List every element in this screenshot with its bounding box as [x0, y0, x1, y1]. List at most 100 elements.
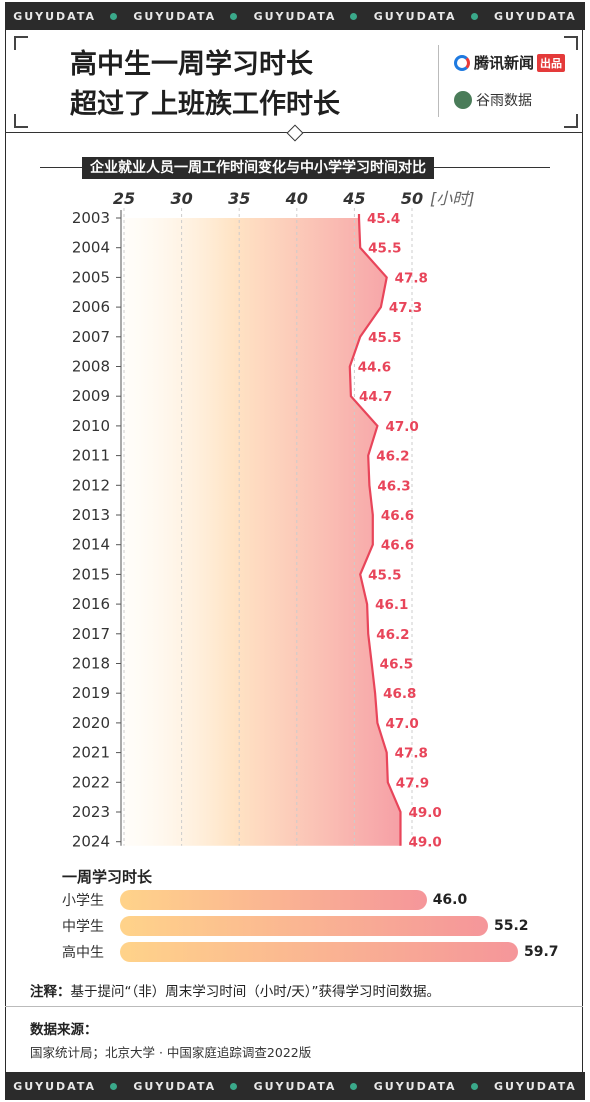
tencent-news-brand: 腾讯新闻 出品 — [454, 52, 566, 73]
year-label: 2003 — [72, 209, 110, 227]
footnote-label: 注释： — [30, 984, 71, 1000]
corner-mark — [14, 114, 28, 128]
tencent-news-icon — [454, 54, 470, 71]
value-label: 47.9 — [396, 775, 429, 791]
x-tick-label: 35 — [228, 189, 250, 208]
year-label: 2013 — [72, 506, 110, 524]
strip-text: GUYUDATA — [13, 1079, 96, 1093]
strip-text: GUYUDATA — [373, 1079, 457, 1093]
tencent-news-text: 腾讯新闻 — [474, 54, 535, 72]
value-label: 49.0 — [408, 805, 441, 821]
x-tick-label: 45 — [342, 189, 365, 208]
year-label: 2006 — [72, 298, 110, 316]
x-tick-label: 30 — [170, 189, 192, 208]
value-label: 46.2 — [376, 627, 409, 643]
strip-text: GUYUDATA — [133, 9, 217, 23]
value-label: 47.8 — [395, 270, 428, 286]
year-label: 2023 — [72, 803, 110, 821]
year-label: 2017 — [72, 625, 110, 643]
value-label: 45.4 — [367, 211, 400, 227]
corner-mark — [14, 36, 28, 50]
year-label: 2021 — [72, 744, 110, 762]
year-label: 2015 — [72, 565, 110, 583]
corner-mark — [564, 36, 578, 50]
study-bar — [120, 916, 488, 936]
study-bar-row: 小学生 46.0 — [62, 889, 467, 911]
value-label: 47.0 — [385, 716, 418, 732]
study-bar-label: 小学生 — [62, 893, 104, 909]
strip-dot — [230, 1082, 238, 1090]
value-label: 44.7 — [359, 389, 392, 405]
strip-text: GUYUDATA — [13, 9, 96, 23]
year-label: 2022 — [72, 773, 110, 791]
footnote-text: 基于提问“（非）周末学习时间（小时/天）”获得学习时间数据。 — [70, 984, 441, 1000]
strip-text: GUYUDATA — [493, 9, 577, 23]
work-hours-line — [348, 214, 402, 846]
tencent-news-tag: 出品 — [537, 53, 566, 72]
value-label: 45.5 — [368, 567, 401, 583]
strip-dot — [350, 1082, 358, 1090]
value-label: 44.6 — [358, 360, 391, 376]
strip-text: GUYUDATA — [373, 9, 457, 23]
strip-text: GUYUDATA — [133, 1079, 217, 1093]
value-label: 46.8 — [383, 686, 416, 702]
corner-mark — [564, 114, 578, 128]
year-label: 2019 — [72, 684, 110, 702]
strip-dot — [110, 12, 117, 20]
year-label: 2020 — [72, 714, 110, 732]
title-line-1: 高中生一周学习时长 — [70, 49, 313, 80]
value-label: 46.1 — [375, 597, 408, 613]
year-label: 2010 — [72, 417, 110, 435]
x-tick-label: 25 — [113, 189, 135, 208]
year-label: 2004 — [72, 239, 110, 257]
strip-dot — [230, 12, 238, 20]
footer-divider — [5, 1006, 583, 1007]
study-bar-label: 高中生 — [62, 945, 104, 961]
strip-dot — [470, 1082, 478, 1090]
strip-dot — [110, 1082, 117, 1090]
work-hours-chart: 25 30 35 40 45 50 [小时] 2003 45.4 2004 45.5 2005 47.8… — [72, 189, 475, 851]
year-label: 2007 — [72, 328, 110, 346]
x-unit-label: [小时] — [430, 189, 475, 208]
study-bar-row: 中学生 55.2 — [62, 915, 529, 937]
strip-dot — [470, 12, 478, 20]
x-tick-label: 50 — [401, 189, 423, 208]
source-title: 数据来源： — [30, 1022, 98, 1038]
value-label: 46.6 — [381, 508, 414, 524]
footnote: 注释：基于提问“（非）周末学习时间（小时/天）”获得学习时间数据。 — [30, 980, 440, 1000]
year-label: 2014 — [72, 536, 110, 554]
study-bar — [120, 942, 518, 962]
source-text: 国家统计局；北京大学 · 中国家庭追踪调查2022版 — [30, 1045, 312, 1060]
header-divider — [438, 45, 439, 117]
study-bar-label: 中学生 — [62, 919, 104, 935]
study-bar — [120, 890, 427, 910]
strip-dot — [350, 12, 358, 20]
value-label: 47.0 — [385, 419, 418, 435]
value-label: 49.0 — [408, 835, 441, 851]
strip-text: GUYUDATA — [253, 1079, 337, 1093]
guyu-data-brand: 谷雨数据 — [454, 90, 532, 110]
year-label: 2024 — [72, 833, 110, 851]
year-label: 2005 — [72, 268, 110, 286]
guyu-data-text: 谷雨数据 — [476, 93, 532, 109]
page-title: 高中生一周学习时长 超过了上班族工作时长 — [70, 45, 340, 125]
value-label: 46.5 — [380, 657, 413, 673]
value-label: 47.8 — [395, 746, 428, 762]
work-hours-area — [124, 218, 401, 846]
value-label: 47.3 — [389, 300, 422, 316]
value-label: 45.5 — [368, 241, 401, 257]
value-label: 46.6 — [381, 538, 414, 554]
strip-text: GUYUDATA — [253, 9, 337, 23]
top-strip: GUYUDATA GUYUDATA GUYUDATA GUYUDATA GUYU… — [5, 2, 585, 30]
guyu-data-icon — [454, 91, 472, 109]
study-bar-value: 46.0 — [432, 892, 468, 908]
value-label: 45.5 — [368, 330, 401, 346]
year-label: 2016 — [72, 595, 110, 613]
title-line-2: 超过了上班族工作时长 — [70, 89, 340, 120]
page-frame — [5, 30, 583, 1072]
bottom-strip: GUYUDATA GUYUDATA GUYUDATA GUYUDATA GUYU… — [5, 1072, 585, 1100]
study-bar-row: 高中生 59.7 — [62, 941, 559, 963]
study-bar-value: 59.7 — [524, 944, 559, 960]
value-label: 46.2 — [376, 449, 409, 465]
year-label: 2012 — [72, 476, 110, 494]
